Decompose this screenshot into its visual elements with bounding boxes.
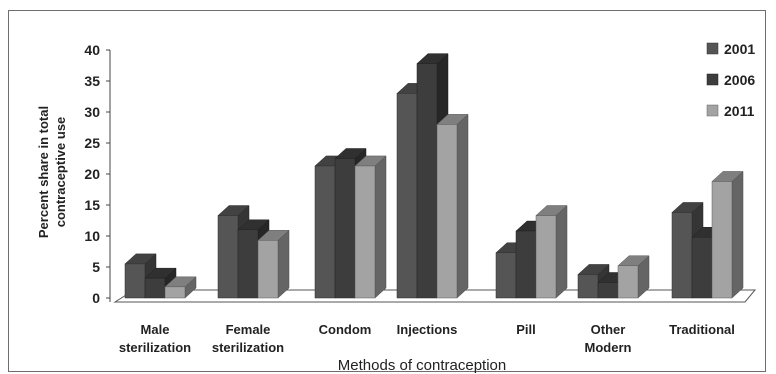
x-tick-label: Pill xyxy=(516,322,536,337)
y-tick-label: 30 xyxy=(84,104,100,120)
bar xyxy=(436,113,469,299)
y-tick-label: 20 xyxy=(84,166,100,182)
bar xyxy=(354,155,387,299)
bar-front-face xyxy=(535,215,557,299)
y-tick-label: 15 xyxy=(84,197,100,213)
bar-side-face xyxy=(374,155,387,299)
legend-label: 2011 xyxy=(724,103,755,119)
bar-front-face xyxy=(416,63,438,299)
bar-front-face xyxy=(671,212,693,299)
bars-group xyxy=(124,53,744,299)
bar-front-face xyxy=(237,229,259,299)
bar-side-face xyxy=(456,113,469,299)
x-tick-label: Male sterilization xyxy=(119,322,191,355)
bar xyxy=(617,255,650,299)
bar-front-face xyxy=(691,236,713,299)
bar-front-face xyxy=(711,181,733,299)
x-tick-label: Traditional xyxy=(669,322,735,337)
x-tick-label: Condom xyxy=(319,322,372,337)
bar-front-face xyxy=(597,282,619,299)
legend-swatch xyxy=(706,104,719,117)
bar-side-face xyxy=(277,229,290,299)
bar-front-face xyxy=(314,165,336,299)
bar xyxy=(711,170,744,299)
bar xyxy=(257,229,290,299)
y-tick-label: 25 xyxy=(84,135,100,151)
bar-front-face xyxy=(144,277,166,299)
chart-frame xyxy=(8,10,766,372)
y-tick-label: 5 xyxy=(92,259,100,275)
bar-front-face xyxy=(164,286,186,299)
y-axis-title-text: Percent share in total contraceptive use xyxy=(36,106,68,238)
x-tick-label: Other Modern xyxy=(585,322,632,355)
y-tick-label: 0 xyxy=(92,290,100,306)
y-tick-label: 10 xyxy=(84,228,100,244)
bar xyxy=(535,204,568,299)
y-tick-label: 40 xyxy=(84,42,100,58)
bar-front-face xyxy=(495,252,517,299)
bar-front-face xyxy=(617,265,639,299)
bar-front-face xyxy=(396,93,418,299)
bar-front-face xyxy=(334,158,356,299)
bar-front-face xyxy=(354,165,376,299)
legend-label: 2001 xyxy=(724,41,755,57)
x-tick-label: Female sterilization xyxy=(212,322,284,355)
y-axis: 0 5 10 15 20 25 30 35 40 xyxy=(84,42,111,306)
bar-front-face xyxy=(217,215,239,299)
bar-front-face xyxy=(257,240,279,299)
legend: 2001 2006 2011 xyxy=(706,41,755,119)
bar xyxy=(164,276,197,299)
y-tick-label: 35 xyxy=(84,73,100,89)
bar-side-face xyxy=(731,170,744,299)
bar-front-face xyxy=(577,274,599,299)
bar-front-face xyxy=(124,263,146,299)
legend-swatch xyxy=(706,42,719,55)
legend-swatch xyxy=(706,73,719,86)
bar-front-face xyxy=(436,124,458,299)
x-tick-labels: Male sterilization Female sterilization Cond… xyxy=(119,322,735,355)
bar-front-face xyxy=(515,230,537,299)
bar-side-face xyxy=(555,204,568,299)
x-tick-label: Injections xyxy=(397,322,458,337)
x-axis-title: Methods of contraception xyxy=(338,357,506,374)
legend-label: 2006 xyxy=(724,72,755,88)
y-axis-title: Percent share in total contraceptive use xyxy=(36,106,68,238)
